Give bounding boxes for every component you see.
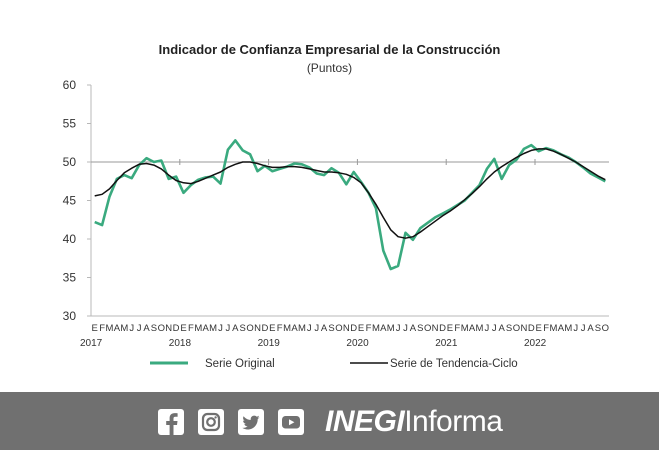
x-tick-label: M [476,323,484,334]
y-tick-label: 50 [63,155,77,169]
x-tick-label: F [277,323,283,334]
x-tick-label: J [485,323,490,334]
x-year-label: 2020 [346,338,369,349]
x-tick-label: S [595,323,601,334]
x-tick-label: O [424,323,431,334]
y-tick-label: 40 [63,232,77,246]
x-tick-label: E [447,323,453,334]
x-tick-label: D [261,323,268,334]
x-tick-label: F [543,323,549,334]
x-tick-label: E [92,323,98,334]
x-tick-label: J [573,323,578,334]
x-tick-label: F [366,323,372,334]
x-tick-label: J [403,323,408,334]
x-tick-label: M [106,323,114,334]
x-tick-label: J [581,323,586,334]
chart-title: Indicador de Confianza Empresarial de la… [158,42,501,57]
x-tick-label: A [143,323,150,334]
x-tick-label: M [298,323,306,334]
x-year-label: 2017 [80,338,103,349]
twitter-icon[interactable] [238,409,264,435]
x-year-label: 2018 [169,338,192,349]
x-tick-label: J [218,323,223,334]
x-tick-label: D [528,323,535,334]
y-tick-label: 45 [63,194,77,208]
x-tick-label: A [232,323,239,334]
x-tick-label: S [151,323,157,334]
x-tick-label: D [439,323,446,334]
chart-subtitle: (Puntos) [306,61,353,75]
series-original-line [94,139,606,271]
x-tick-label: A [558,323,565,334]
x-year-label: 2019 [258,338,281,349]
x-tick-label: O [246,323,253,334]
y-tick-label: 55 [63,117,77,131]
x-tick-label: J [307,323,312,334]
x-tick-label: F [99,323,105,334]
x-tick-label: A [114,323,121,334]
x-tick-label: M [120,323,128,334]
x-tick-label: N [165,323,172,334]
y-tick-label: 30 [63,309,77,323]
x-tick-label: F [188,323,194,334]
x-tick-label: S [417,323,423,334]
x-tick-label: S [328,323,334,334]
legend-label: Serie Original [205,358,275,370]
youtube-icon[interactable] [278,409,304,435]
x-year-label: 2021 [435,338,458,349]
x-tick-label: J [129,323,134,334]
y-tick-label: 60 [63,78,77,92]
x-tick-label: N [343,323,350,334]
legend-label: Serie de Tendencia-Ciclo [390,358,518,370]
x-tick-label: E [269,323,275,334]
x-tick-label: E [358,323,364,334]
x-tick-label: M [564,323,572,334]
facebook-icon[interactable] [158,409,184,435]
x-tick-label: E [536,323,542,334]
x-tick-label: J [314,323,319,334]
x-tick-label: A [469,323,476,334]
x-tick-label: J [137,323,142,334]
x-tick-label: M [194,323,202,334]
x-tick-label: O [158,323,165,334]
x-tick-label: A [410,323,417,334]
x-tick-label: A [587,323,594,334]
x-tick-label: D [173,323,180,334]
footer-bar [0,392,659,450]
x-tick-label: M [461,323,469,334]
x-tick-label: S [240,323,246,334]
x-tick-label: J [226,323,231,334]
x-tick-label: J [492,323,497,334]
x-tick-label: A [499,323,506,334]
x-tick-label: M [387,323,395,334]
x-tick-label: E [180,323,186,334]
y-tick-label: 35 [63,271,77,285]
x-tick-label: A [321,323,328,334]
x-tick-label: D [350,323,357,334]
x-tick-label: A [380,323,387,334]
x-tick-label: N [520,323,527,334]
x-tick-label: A [203,323,210,334]
x-tick-label: M [283,323,291,334]
series-trend-line [94,148,606,239]
instagram-icon[interactable] [198,409,224,435]
x-tick-label: O [335,323,342,334]
x-tick-label: O [513,323,520,334]
chart-area: Indicador de Confianza Empresarial de la… [62,42,609,370]
x-tick-label: S [506,323,512,334]
x-tick-label: N [254,323,261,334]
x-tick-label: F [454,323,460,334]
x-tick-label: J [396,323,401,334]
x-tick-label: O [602,323,609,334]
x-tick-label: M [550,323,558,334]
x-year-label: 2022 [524,338,547,349]
x-tick-label: N [432,323,439,334]
inegi-informa-logo: INEGIInforma [325,405,503,438]
x-tick-label: A [291,323,298,334]
x-tick-label: M [209,323,217,334]
x-tick-label: M [372,323,380,334]
